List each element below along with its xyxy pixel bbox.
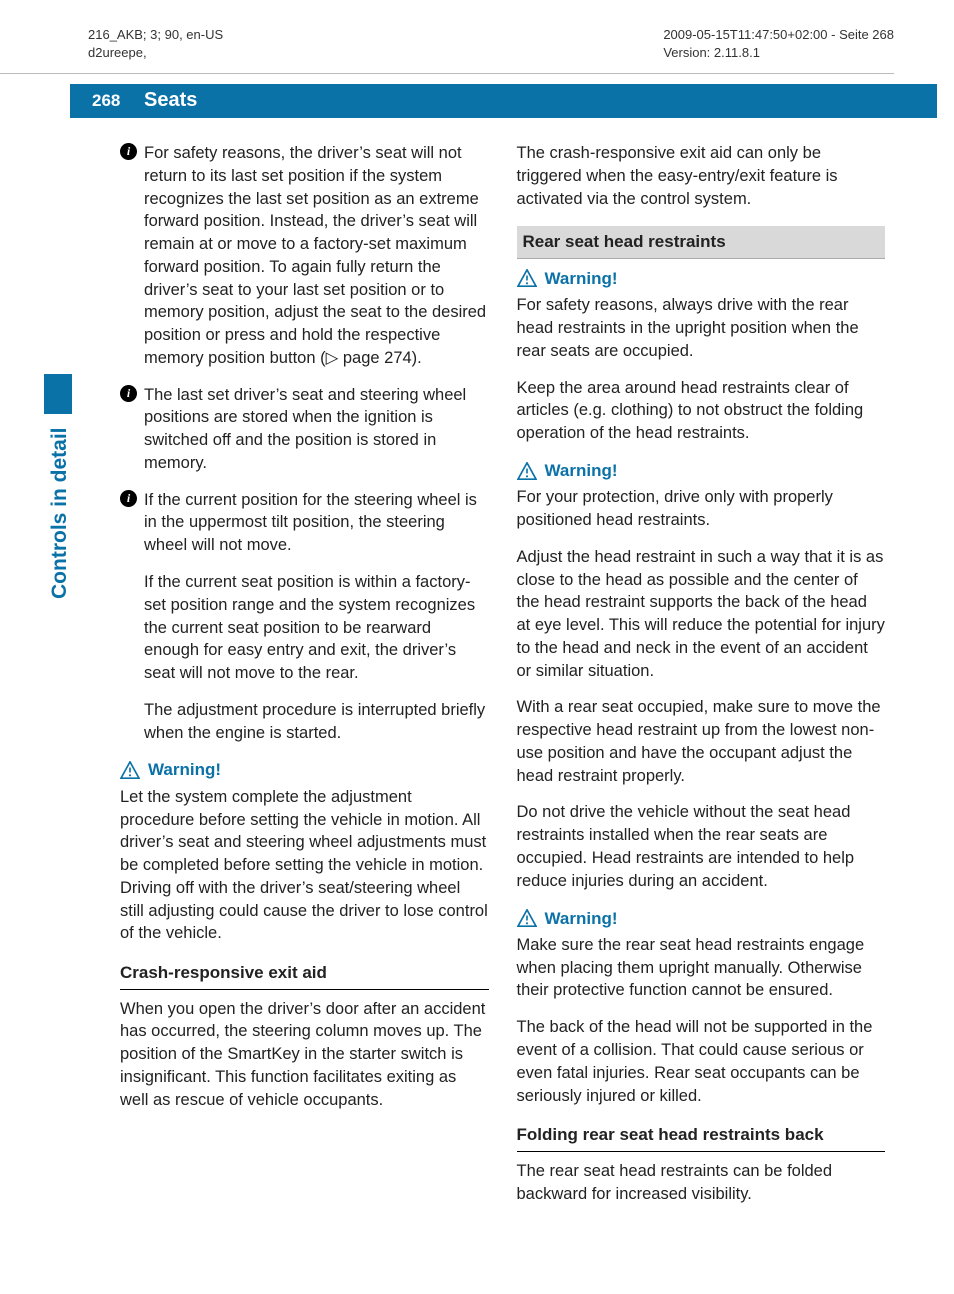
info-note-1: i For safety reasons, the driver’s seat … [120, 142, 489, 370]
warning-c-p2: The back of the head will not be support… [517, 1016, 886, 1107]
folding-head-restraints-body: The rear seat head restraints can be fol… [517, 1160, 886, 1206]
side-section-tab: Controls in detail [44, 374, 72, 594]
warning-heading-a: Warning! [517, 267, 886, 290]
warning-c-p1: Make sure the rear seat head restraints … [517, 934, 886, 1002]
warning-icon [517, 909, 537, 927]
info-note-3a: If the current position for the steering… [144, 489, 489, 557]
side-tab-label: Controls in detail [48, 427, 72, 599]
chapter-tab-bar: 268 Seats [70, 86, 890, 118]
info-icon: i [120, 385, 137, 402]
chapter-title: Seats [128, 84, 937, 118]
info-note-3c: The adjustment procedure is interrupted … [144, 699, 489, 745]
warning-a-title: Warning! [545, 267, 618, 290]
info-note-3: i If the current position for the steeri… [120, 489, 489, 745]
warning-b-p3: With a rear seat occupied, make sure to … [517, 696, 886, 787]
warning-1-title: Warning! [148, 758, 221, 781]
header-left: 216_AKB; 3; 90, en-US d2ureepe, [88, 26, 223, 62]
header-right-line2: Version: 2.11.8.1 [663, 44, 894, 62]
right-column: The crash-responsive exit aid can only b… [517, 142, 886, 1219]
info-note-2-text: The last set driver’s seat and steering … [144, 386, 466, 472]
h2-crash-exit-aid: Crash-responsive exit aid [120, 961, 489, 989]
warning-b-p1: For your protection, drive only with pro… [517, 486, 886, 532]
page: 216_AKB; 3; 90, en-US d2ureepe, 2009-05-… [0, 0, 954, 1294]
warning-heading-1: Warning! [120, 758, 489, 781]
body-columns: i For safety reasons, the driver’s seat … [120, 142, 885, 1219]
page-number-box: 268 [70, 84, 136, 118]
warning-b-p2: Adjust the head restraint in such a way … [517, 546, 886, 683]
warning-heading-c: Warning! [517, 907, 886, 930]
header-left-line2: d2ureepe, [88, 44, 223, 62]
warning-icon [120, 761, 140, 779]
warning-icon [517, 462, 537, 480]
crash-exit-intro: The crash-responsive exit aid can only b… [517, 142, 886, 210]
top-rule [0, 73, 894, 74]
warning-icon [517, 269, 537, 287]
warning-b-p4: Do not drive the vehicle without the sea… [517, 801, 886, 892]
warning-c-title: Warning! [545, 907, 618, 930]
warning-1-body: Let the system complete the adjustment p… [120, 786, 489, 945]
side-tab-marker [44, 374, 72, 414]
header-right: 2009-05-15T11:47:50+02:00 - Seite 268 Ve… [663, 26, 894, 62]
crash-exit-aid-body: When you open the driver’s door after an… [120, 998, 489, 1112]
header-right-line1: 2009-05-15T11:47:50+02:00 - Seite 268 [663, 26, 894, 44]
info-note-2: i The last set driver’s seat and steerin… [120, 384, 489, 475]
info-note-3b: If the current seat position is within a… [144, 571, 489, 685]
warning-heading-b: Warning! [517, 459, 886, 482]
warning-a-p2: Keep the area around head restraints cle… [517, 377, 886, 445]
h2-folding-head-restraints: Folding rear seat head restraints back [517, 1123, 886, 1151]
info-icon: i [120, 143, 137, 160]
left-column: i For safety reasons, the driver’s seat … [120, 142, 489, 1219]
info-icon: i [120, 490, 137, 507]
print-header: 216_AKB; 3; 90, en-US d2ureepe, 2009-05-… [88, 26, 894, 62]
warning-b-title: Warning! [545, 459, 618, 482]
header-left-line1: 216_AKB; 3; 90, en-US [88, 26, 223, 44]
warning-a-p1: For safety reasons, always drive with th… [517, 294, 886, 362]
h1-rear-head-restraints: Rear seat head restraints [517, 226, 886, 258]
info-note-1-text: For safety reasons, the driver’s seat wi… [144, 144, 486, 367]
